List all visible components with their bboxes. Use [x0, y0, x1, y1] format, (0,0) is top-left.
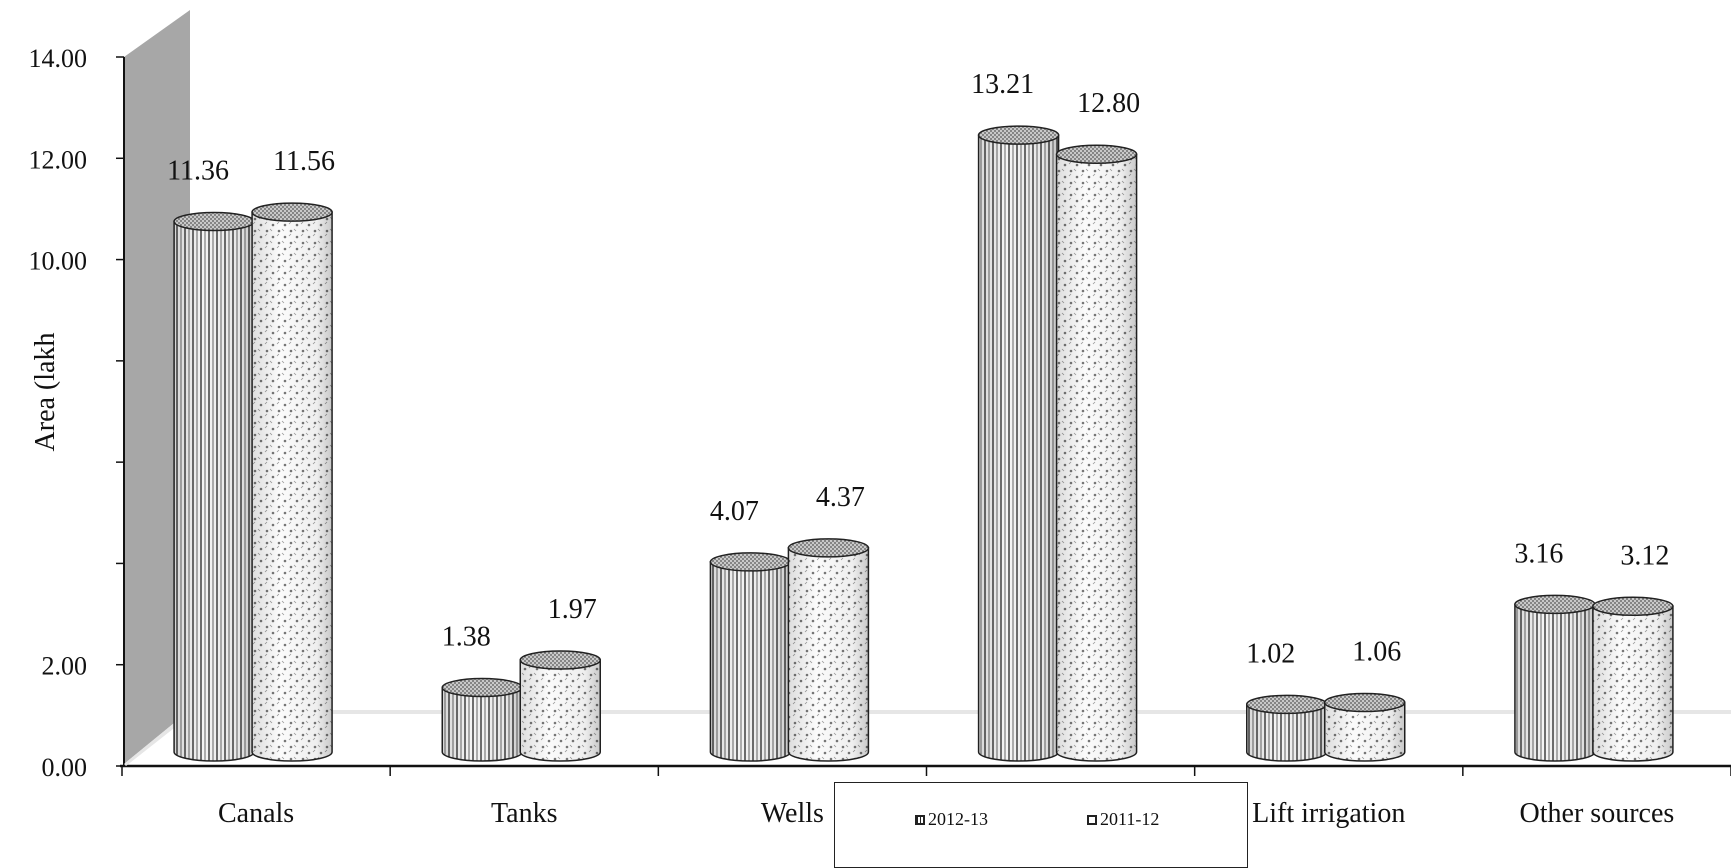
x-tick-label: Canals [218, 798, 294, 829]
bar [1514, 594, 1596, 762]
bar [1324, 692, 1406, 762]
data-label: 1.02 [1246, 638, 1295, 669]
data-labels: 11.36 11.56 1.38 1.97 4.07 4.37 13.21 12.80 1.02… [167, 69, 1669, 669]
data-label: 12.80 [1077, 88, 1140, 119]
y-tick-label: 0.00 [42, 753, 88, 782]
x-tick-label: Other sources [1520, 798, 1675, 829]
bar [519, 650, 601, 762]
data-label: 13.21 [971, 69, 1034, 100]
floor-edge [124, 710, 1731, 766]
y-tick-label: 10.00 [29, 247, 88, 276]
bars [173, 125, 1674, 762]
x-tick-label: Lift irrigation [1252, 798, 1405, 829]
bar [173, 211, 255, 762]
data-label: 11.36 [167, 155, 229, 186]
legend: 2012-13 2011-12 [834, 782, 1248, 868]
bar [1592, 596, 1674, 762]
data-label: 1.38 [442, 622, 491, 653]
y-tick-label: 14.00 [29, 44, 88, 73]
bar [1246, 694, 1328, 762]
bar [787, 538, 870, 762]
data-label: 4.07 [710, 496, 759, 527]
y-axis-label: Area (lakh [30, 333, 61, 452]
data-label: 11.56 [273, 146, 335, 177]
legend-label-2012-13: 2012-13 [928, 809, 988, 829]
bar [709, 552, 792, 762]
x-axis-ticks [121, 766, 1731, 776]
legend-label-2011-12: 2011-12 [1100, 809, 1160, 829]
y-axis-ticks: 0.00 2.00 10.00 12.00 14.00 [29, 44, 124, 782]
x-tick-label: Tanks [491, 798, 557, 829]
data-label: 1.06 [1352, 636, 1401, 667]
y-tick-label: 2.00 [42, 652, 88, 681]
data-label: 3.12 [1620, 540, 1669, 571]
bar [1055, 144, 1138, 762]
legend-item-2011-12: 2011-12 [1087, 809, 1159, 830]
data-label: 1.97 [548, 594, 597, 625]
bar [977, 125, 1060, 762]
data-label: 4.37 [816, 482, 865, 513]
bar [251, 202, 333, 762]
x-axis-labels: Canals Tanks Wells Lift irrigation Other sou… [218, 798, 1674, 829]
data-label: 3.16 [1514, 538, 1563, 569]
x-tick-label: Wells [761, 798, 824, 829]
legend-swatch-2012-13 [915, 814, 925, 825]
bar [441, 677, 523, 762]
legend-item-2012-13: 2012-13 [915, 809, 988, 830]
y-tick-label: 12.00 [29, 145, 88, 174]
legend-swatch-2011-12 [1087, 814, 1097, 825]
